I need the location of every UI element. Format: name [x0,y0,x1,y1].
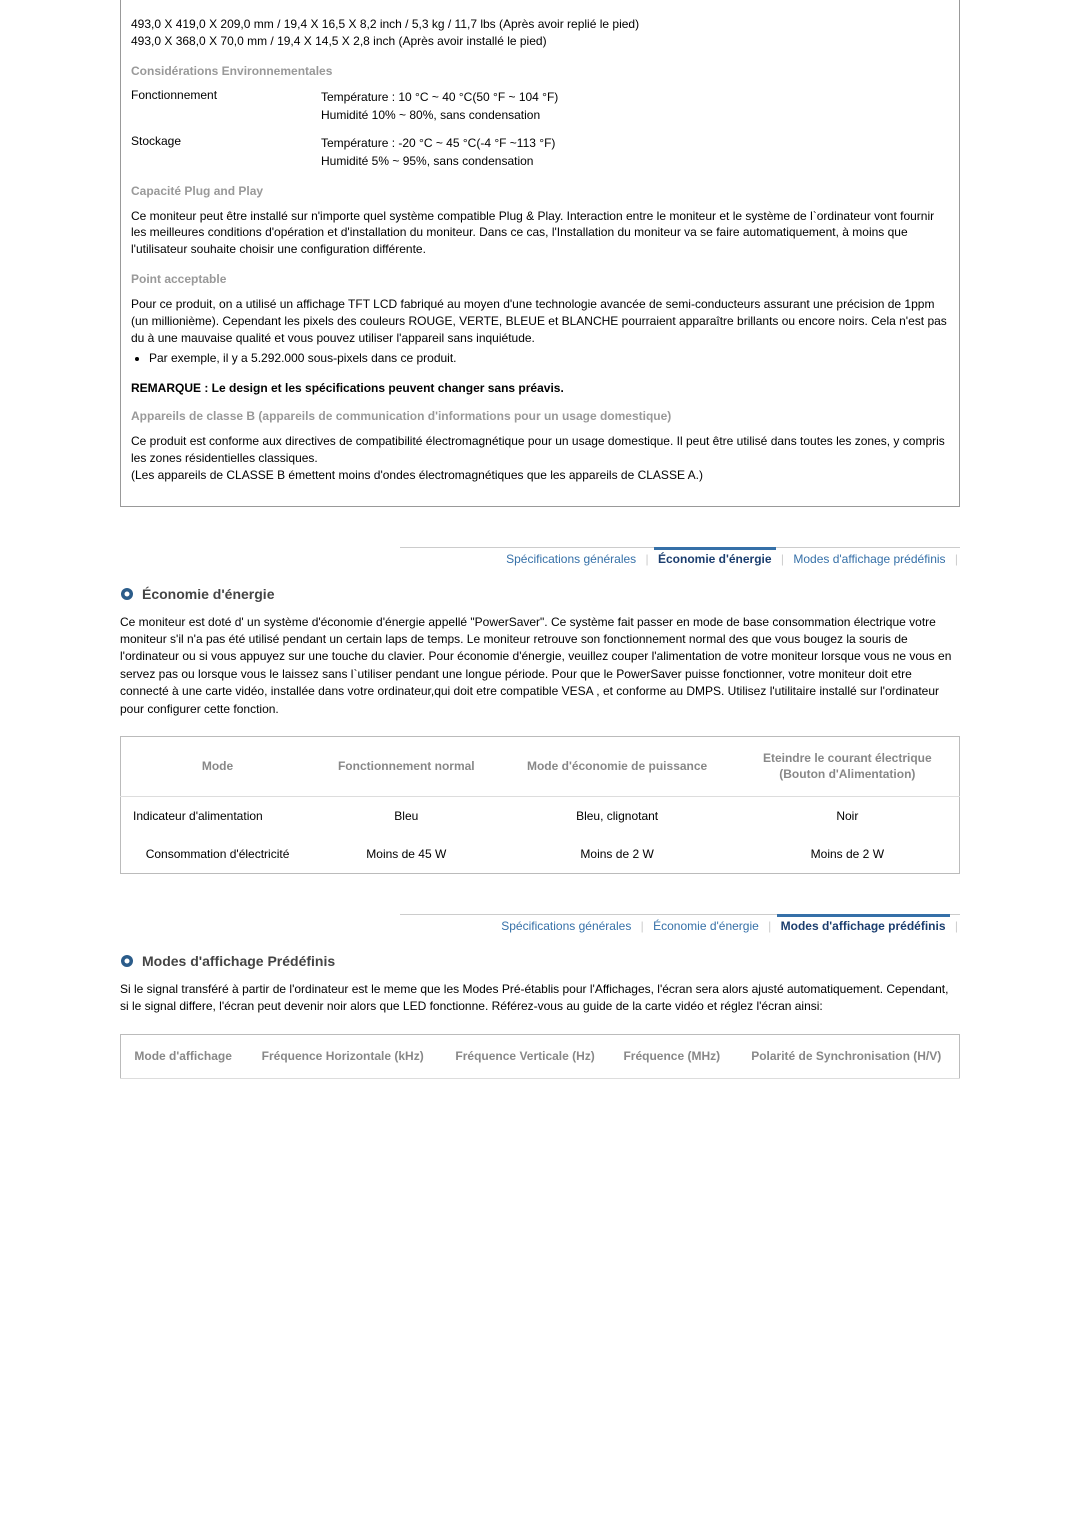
storage-temp: Température : -20 °C ~ 45 °C(-4 °F ~113 … [321,136,555,150]
tab-separator: | [779,552,786,566]
tab-modes[interactable]: Modes d'affichage prédéfinis [777,914,950,933]
specs-box: 493,0 X 419,0 X 209,0 mm / 19,4 X 16,5 X… [120,0,960,507]
tabs-eco-active: Spécifications générales | Économie d'én… [400,547,960,566]
modes-title: Modes d'affichage Prédéfinis [142,953,335,969]
operation-temp: Température : 10 °C ~ 40 °C(50 °F ~ 104 … [321,90,558,104]
table-header-row: Mode d'affichage Fréquence Horizontale (… [121,1034,960,1079]
th-display-mode: Mode d'affichage [121,1034,246,1079]
env-row-storage: Stockage Température : -20 °C ~ 45 °C(-4… [131,134,949,170]
operation-humidity: Humidité 10% ~ 80%, sans condensation [321,108,540,122]
tab-separator: | [953,919,960,933]
bullet-icon [120,954,134,968]
cell: Moins de 2 W [736,835,960,874]
cell: Bleu, clignotant [499,797,736,836]
th-eco: Mode d'économie de puissance [499,736,736,796]
cell: Noir [736,797,960,836]
env-header: Considérations Environnementales [131,64,949,78]
classb-paragraph: Ce produit est conforme aux directives d… [131,433,949,483]
pnp-paragraph: Ce moniteur peut être installé sur n'imp… [131,208,949,258]
storage-humidity: Humidité 5% ~ 95%, sans condensation [321,154,533,168]
tab-separator: | [644,552,651,566]
tab-modes[interactable]: Modes d'affichage prédéfinis [789,552,949,566]
eco-title: Économie d'énergie [142,586,274,602]
cell: Moins de 45 W [314,835,498,874]
eco-table: Mode Fonctionnement normal Mode d'économ… [120,736,960,874]
th-hfreq: Fréquence Horizontale (kHz) [245,1034,440,1079]
storage-values: Température : -20 °C ~ 45 °C(-4 °F ~113 … [321,134,949,170]
dims-line2: 493,0 X 368,0 X 70,0 mm / 19,4 X 14,5 X … [131,34,547,48]
bullet-icon [120,587,134,601]
remarque-note: REMARQUE : Le design et les spécificatio… [131,381,949,395]
env-row-operation: Fonctionnement Température : 10 °C ~ 40 … [131,88,949,124]
modes-heading-row: Modes d'affichage Prédéfinis [120,953,960,969]
point-bullet-list: Par exemple, il y a 5.292.000 sous-pixel… [131,350,949,367]
eco-paragraph: Ce moniteur est doté d' un système d'éco… [120,614,960,718]
th-normal: Fonctionnement normal [314,736,498,796]
th-polarity: Polarité de Synchronisation (H/V) [733,1034,959,1079]
th-vfreq: Fréquence Verticale (Hz) [440,1034,610,1079]
tab-spec[interactable]: Spécifications générales [497,919,635,933]
tab-eco[interactable]: Économie d'énergie [654,547,776,566]
table-header-row: Mode Fonctionnement normal Mode d'économ… [121,736,960,796]
tab-separator: | [639,919,646,933]
cell: Moins de 2 W [499,835,736,874]
th-mode: Mode [121,736,315,796]
cell: Consommation d'électricité [121,835,315,874]
point-bullet: Par exemple, il y a 5.292.000 sous-pixel… [149,350,949,367]
tabs-modes-active: Spécifications générales | Économie d'én… [400,914,960,933]
operation-label: Fonctionnement [131,88,321,124]
tab-separator: | [953,552,960,566]
table-row: Consommation d'électricité Moins de 45 W… [121,835,960,874]
storage-label: Stockage [131,134,321,170]
operation-values: Température : 10 °C ~ 40 °C(50 °F ~ 104 … [321,88,949,124]
tab-separator: | [766,919,773,933]
table-row: Indicateur d'alimentation Bleu Bleu, cli… [121,797,960,836]
th-pfreq: Fréquence (MHz) [610,1034,733,1079]
dims-line1: 493,0 X 419,0 X 209,0 mm / 19,4 X 16,5 X… [131,17,639,31]
modes-table: Mode d'affichage Fréquence Horizontale (… [120,1034,960,1080]
classb-header: Appareils de classe B (appareils de comm… [131,409,949,423]
tab-spec[interactable]: Spécifications générales [502,552,640,566]
tab-eco[interactable]: Économie d'énergie [649,919,763,933]
th-off: Eteindre le courant électrique (Bouton d… [736,736,960,796]
cell: Bleu [314,797,498,836]
dimensions-block: 493,0 X 419,0 X 209,0 mm / 19,4 X 16,5 X… [131,16,949,50]
eco-heading-row: Économie d'énergie [120,586,960,602]
point-header: Point acceptable [131,272,949,286]
cell: Indicateur d'alimentation [121,797,315,836]
point-paragraph: Pour ce produit, on a utilisé un afficha… [131,296,949,346]
pnp-header: Capacité Plug and Play [131,184,949,198]
modes-paragraph: Si le signal transféré à partir de l'ord… [120,981,960,1016]
